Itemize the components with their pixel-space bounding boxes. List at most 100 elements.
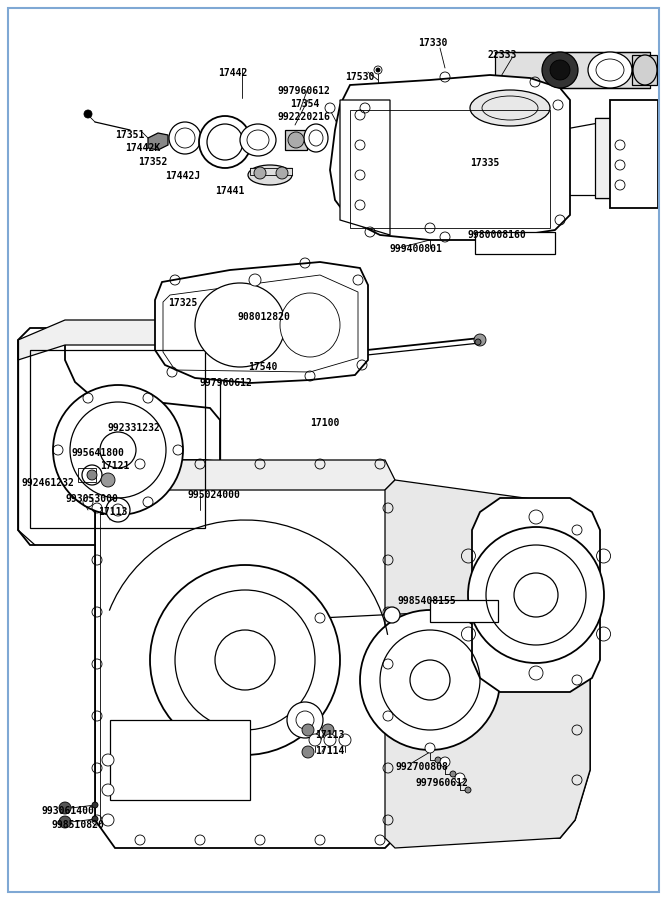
Circle shape (302, 724, 314, 736)
Text: 997960612: 997960612 (415, 778, 468, 788)
Circle shape (254, 167, 266, 179)
Text: 17530: 17530 (345, 72, 374, 82)
Ellipse shape (596, 59, 624, 81)
Bar (495, 52, 650, 88)
Circle shape (302, 746, 314, 758)
Text: 17121: 17121 (100, 461, 129, 471)
Polygon shape (472, 498, 600, 692)
Text: 17442K: 17442K (125, 143, 160, 153)
Text: 17100: 17100 (310, 418, 340, 428)
Ellipse shape (169, 122, 201, 154)
Circle shape (70, 402, 166, 498)
Circle shape (102, 784, 114, 796)
Polygon shape (18, 328, 220, 545)
Circle shape (150, 565, 340, 755)
Bar (595, 118, 625, 198)
Bar (30, 350, 205, 528)
Text: 17113: 17113 (98, 507, 127, 517)
Text: 22333: 22333 (488, 50, 518, 60)
Text: 992331232: 992331232 (108, 423, 161, 433)
Bar (285, 130, 307, 150)
Bar (610, 100, 658, 208)
Text: 992220216: 992220216 (278, 112, 331, 122)
Ellipse shape (240, 124, 276, 156)
Polygon shape (155, 262, 368, 383)
Bar (632, 55, 657, 85)
Ellipse shape (550, 60, 570, 80)
Text: 9985I0820: 9985I0820 (52, 820, 105, 830)
Text: 992461232: 992461232 (22, 478, 75, 488)
Polygon shape (340, 100, 390, 235)
Circle shape (87, 470, 97, 480)
Ellipse shape (207, 124, 243, 160)
Circle shape (84, 110, 92, 118)
Circle shape (315, 613, 325, 623)
Text: 17441: 17441 (215, 186, 244, 196)
Circle shape (322, 724, 334, 736)
Text: 995024000: 995024000 (188, 490, 241, 500)
Ellipse shape (175, 128, 195, 148)
Text: 17442: 17442 (218, 68, 247, 78)
Text: 17113: 17113 (315, 730, 344, 740)
Text: 997960612: 997960612 (200, 378, 253, 388)
Circle shape (53, 385, 183, 515)
Text: 993061400: 993061400 (42, 806, 95, 816)
Polygon shape (330, 75, 570, 240)
Text: 17352: 17352 (138, 157, 167, 167)
Circle shape (435, 757, 441, 763)
Circle shape (92, 816, 98, 822)
Text: 995641800: 995641800 (72, 448, 125, 458)
Circle shape (376, 68, 380, 72)
Circle shape (374, 66, 382, 74)
Circle shape (450, 771, 456, 777)
Text: 17335: 17335 (470, 158, 500, 168)
Circle shape (474, 334, 486, 346)
Polygon shape (18, 320, 220, 360)
Circle shape (102, 814, 114, 826)
Circle shape (101, 473, 115, 487)
Circle shape (324, 734, 336, 746)
Text: 17351: 17351 (115, 130, 144, 140)
Polygon shape (95, 460, 395, 490)
Circle shape (475, 339, 481, 345)
Circle shape (339, 734, 351, 746)
Polygon shape (95, 460, 590, 848)
Bar (430, 600, 498, 622)
Circle shape (325, 103, 335, 113)
Circle shape (82, 465, 102, 485)
Text: 17540: 17540 (248, 362, 277, 372)
Circle shape (384, 607, 400, 623)
Circle shape (102, 754, 114, 766)
Text: 17330: 17330 (418, 38, 448, 48)
Circle shape (92, 802, 98, 808)
Text: 993053000: 993053000 (65, 494, 118, 504)
Ellipse shape (280, 293, 340, 357)
Polygon shape (148, 133, 168, 150)
Circle shape (59, 802, 71, 814)
Ellipse shape (633, 55, 657, 85)
Ellipse shape (195, 283, 285, 367)
Text: 17442J: 17442J (165, 171, 200, 181)
Ellipse shape (470, 90, 550, 126)
Text: 17114: 17114 (315, 746, 344, 756)
Circle shape (440, 757, 450, 767)
Bar (475, 232, 555, 254)
Circle shape (465, 787, 471, 793)
Bar (78, 468, 96, 482)
Circle shape (276, 167, 288, 179)
Ellipse shape (248, 165, 292, 185)
Circle shape (100, 432, 136, 468)
Ellipse shape (304, 124, 328, 152)
Circle shape (455, 773, 465, 783)
Ellipse shape (542, 52, 578, 88)
Text: 17325: 17325 (168, 298, 197, 308)
Circle shape (106, 498, 130, 522)
Bar (250, 168, 292, 175)
Text: 9985408155: 9985408155 (398, 596, 457, 606)
Text: 9980008160: 9980008160 (468, 230, 527, 240)
Text: 908012820: 908012820 (238, 312, 291, 322)
Ellipse shape (588, 52, 632, 88)
Bar (350, 110, 550, 228)
Circle shape (288, 132, 304, 148)
Circle shape (425, 743, 435, 753)
